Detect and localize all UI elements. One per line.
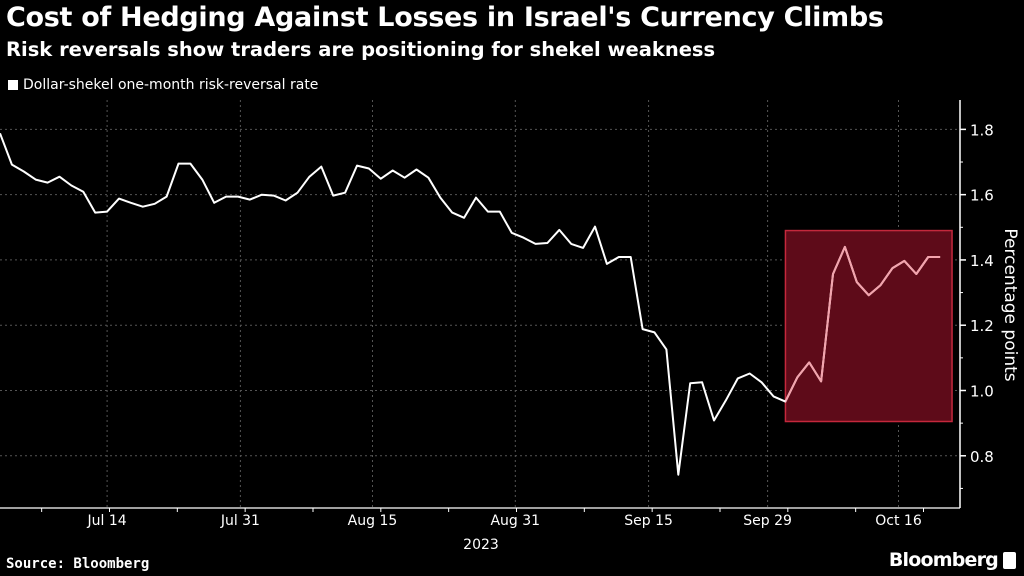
x-tick-label: Aug 15 (348, 513, 398, 529)
y-tick-label: 1.8 (970, 121, 994, 139)
y-tick-label: 1.6 (970, 187, 994, 205)
x-tick-label: Sep 15 (624, 513, 673, 529)
chart-subtitle: Risk reversals show traders are position… (6, 38, 716, 61)
x-axis-year-label: 2023 (463, 537, 499, 553)
x-tick-label: Aug 31 (490, 513, 540, 529)
y-tick-label: 1.4 (970, 252, 994, 270)
x-tick-label: Jul 31 (220, 513, 260, 529)
y-tick-label: 1.0 (970, 382, 994, 400)
bloomberg-logo: Bloomberg (889, 549, 1016, 571)
series-line (0, 132, 941, 476)
legend: Dollar-shekel one-month risk-reversal ra… (8, 77, 318, 93)
y-tick-label: 0.8 (970, 448, 994, 466)
y-tick-label: 1.2 (970, 317, 994, 335)
x-tick-label: Sep 29 (743, 513, 792, 529)
y-axis-label: Percentage points (1000, 228, 1020, 381)
legend-label: Dollar-shekel one-month risk-reversal ra… (23, 77, 319, 93)
bloomberg-icon (1003, 551, 1016, 569)
brand-name: Bloomberg (888, 549, 999, 571)
x-tick-label: Oct 16 (875, 513, 922, 529)
chart-title: Cost of Hedging Against Losses in Israel… (6, 2, 884, 33)
x-tick-label: Jul 14 (87, 513, 127, 529)
legend-swatch (8, 80, 18, 90)
source-note: Source: Bloomberg (6, 556, 150, 572)
